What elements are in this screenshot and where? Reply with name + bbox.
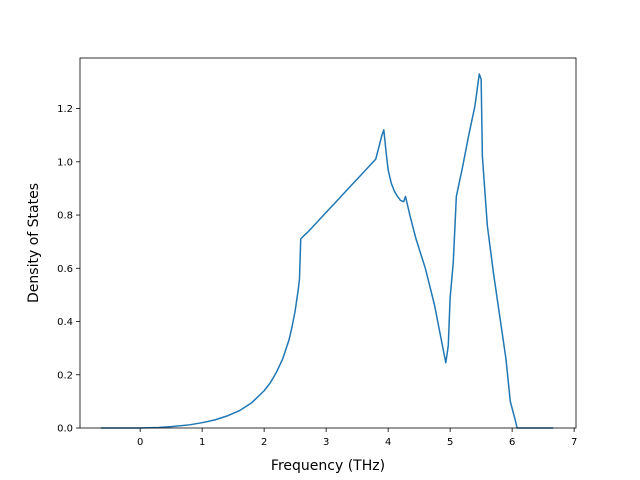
y-axis-label: Density of States — [26, 183, 42, 303]
x-tick-label: 6 — [509, 437, 515, 448]
x-axis-ticks: 0 1 2 3 4 5 6 7 — [137, 428, 577, 448]
y-tick-label: 1.0 — [57, 157, 73, 168]
y-tick-label: 0.6 — [57, 264, 73, 275]
dos-series-line — [100, 73, 554, 429]
y-tick-label: 0.2 — [57, 370, 73, 381]
y-tick-label: 1.2 — [57, 104, 73, 115]
x-tick-label: 2 — [261, 437, 267, 448]
x-tick-label: 0 — [137, 437, 143, 448]
y-axis-ticks: 0.0 0.2 0.4 0.6 0.8 1.0 1.2 — [57, 104, 80, 435]
x-tick-label: 5 — [447, 437, 453, 448]
x-axis-label: Frequency (THz) — [271, 458, 385, 474]
x-tick-label: 1 — [199, 437, 205, 448]
x-tick-label: 7 — [571, 437, 577, 448]
y-tick-label: 0.8 — [57, 211, 73, 222]
x-tick-label: 4 — [385, 437, 391, 448]
x-tick-label: 3 — [323, 437, 329, 448]
plot-frame — [79, 57, 577, 429]
y-tick-label: 0.0 — [57, 424, 73, 435]
y-tick-label: 0.4 — [57, 317, 73, 328]
plot-area — [80, 58, 576, 428]
